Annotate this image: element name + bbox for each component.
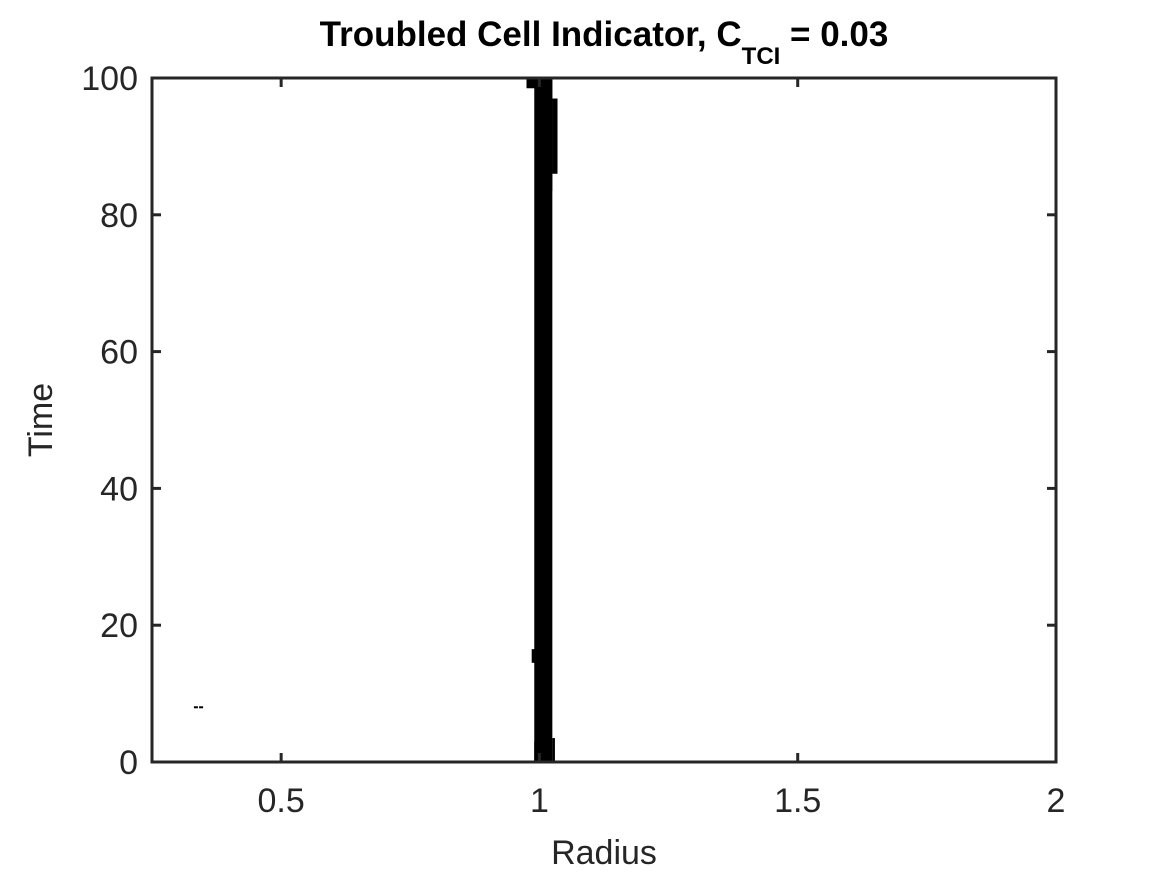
troubled-cell-region-1 bbox=[539, 78, 553, 191]
y-tick-labels: 0 20 40 60 80 100 bbox=[81, 60, 138, 782]
troubled-cell-region-0 bbox=[534, 78, 553, 762]
y-tick-label: 80 bbox=[100, 197, 138, 235]
y-axis-label: Time bbox=[22, 383, 60, 457]
chart-title-main: Troubled Cell Indicator, C bbox=[320, 15, 742, 54]
x-tick-label: 0.5 bbox=[258, 782, 305, 820]
x-tick-label: 1 bbox=[530, 782, 549, 820]
troubled-cell-region-6 bbox=[552, 98, 558, 174]
x-tick-label: 2 bbox=[1047, 782, 1066, 820]
y-tick-label: 60 bbox=[100, 334, 138, 372]
chart-title-suffix: = 0.03 bbox=[780, 15, 888, 54]
troubled-cell-region-4 bbox=[552, 738, 555, 762]
y-tick-label: 0 bbox=[119, 744, 138, 782]
data-marks bbox=[193, 78, 558, 762]
troubled-cell-region-5 bbox=[526, 78, 537, 89]
x-axis-label: Radius bbox=[551, 834, 657, 872]
troubled-cell-point-1 bbox=[199, 706, 204, 709]
x-tick-labels: 0.5 1 1.5 2 bbox=[258, 782, 1066, 820]
axis-ticks bbox=[152, 76, 1058, 764]
y-tick-label: 100 bbox=[81, 60, 138, 98]
x-tick-label: 1.5 bbox=[774, 782, 821, 820]
troubled-cell-region-3 bbox=[534, 741, 540, 762]
y-tick-label: 20 bbox=[100, 607, 138, 645]
chart-title-subscript: TCI bbox=[742, 43, 781, 70]
y-tick-label: 40 bbox=[100, 470, 138, 508]
plot-frame bbox=[150, 76, 1058, 764]
troubled-cell-region-2 bbox=[531, 649, 540, 663]
chart-title: Troubled Cell Indicator, CTCI = 0.03 bbox=[320, 15, 889, 70]
troubled-cell-point-0 bbox=[193, 706, 198, 709]
